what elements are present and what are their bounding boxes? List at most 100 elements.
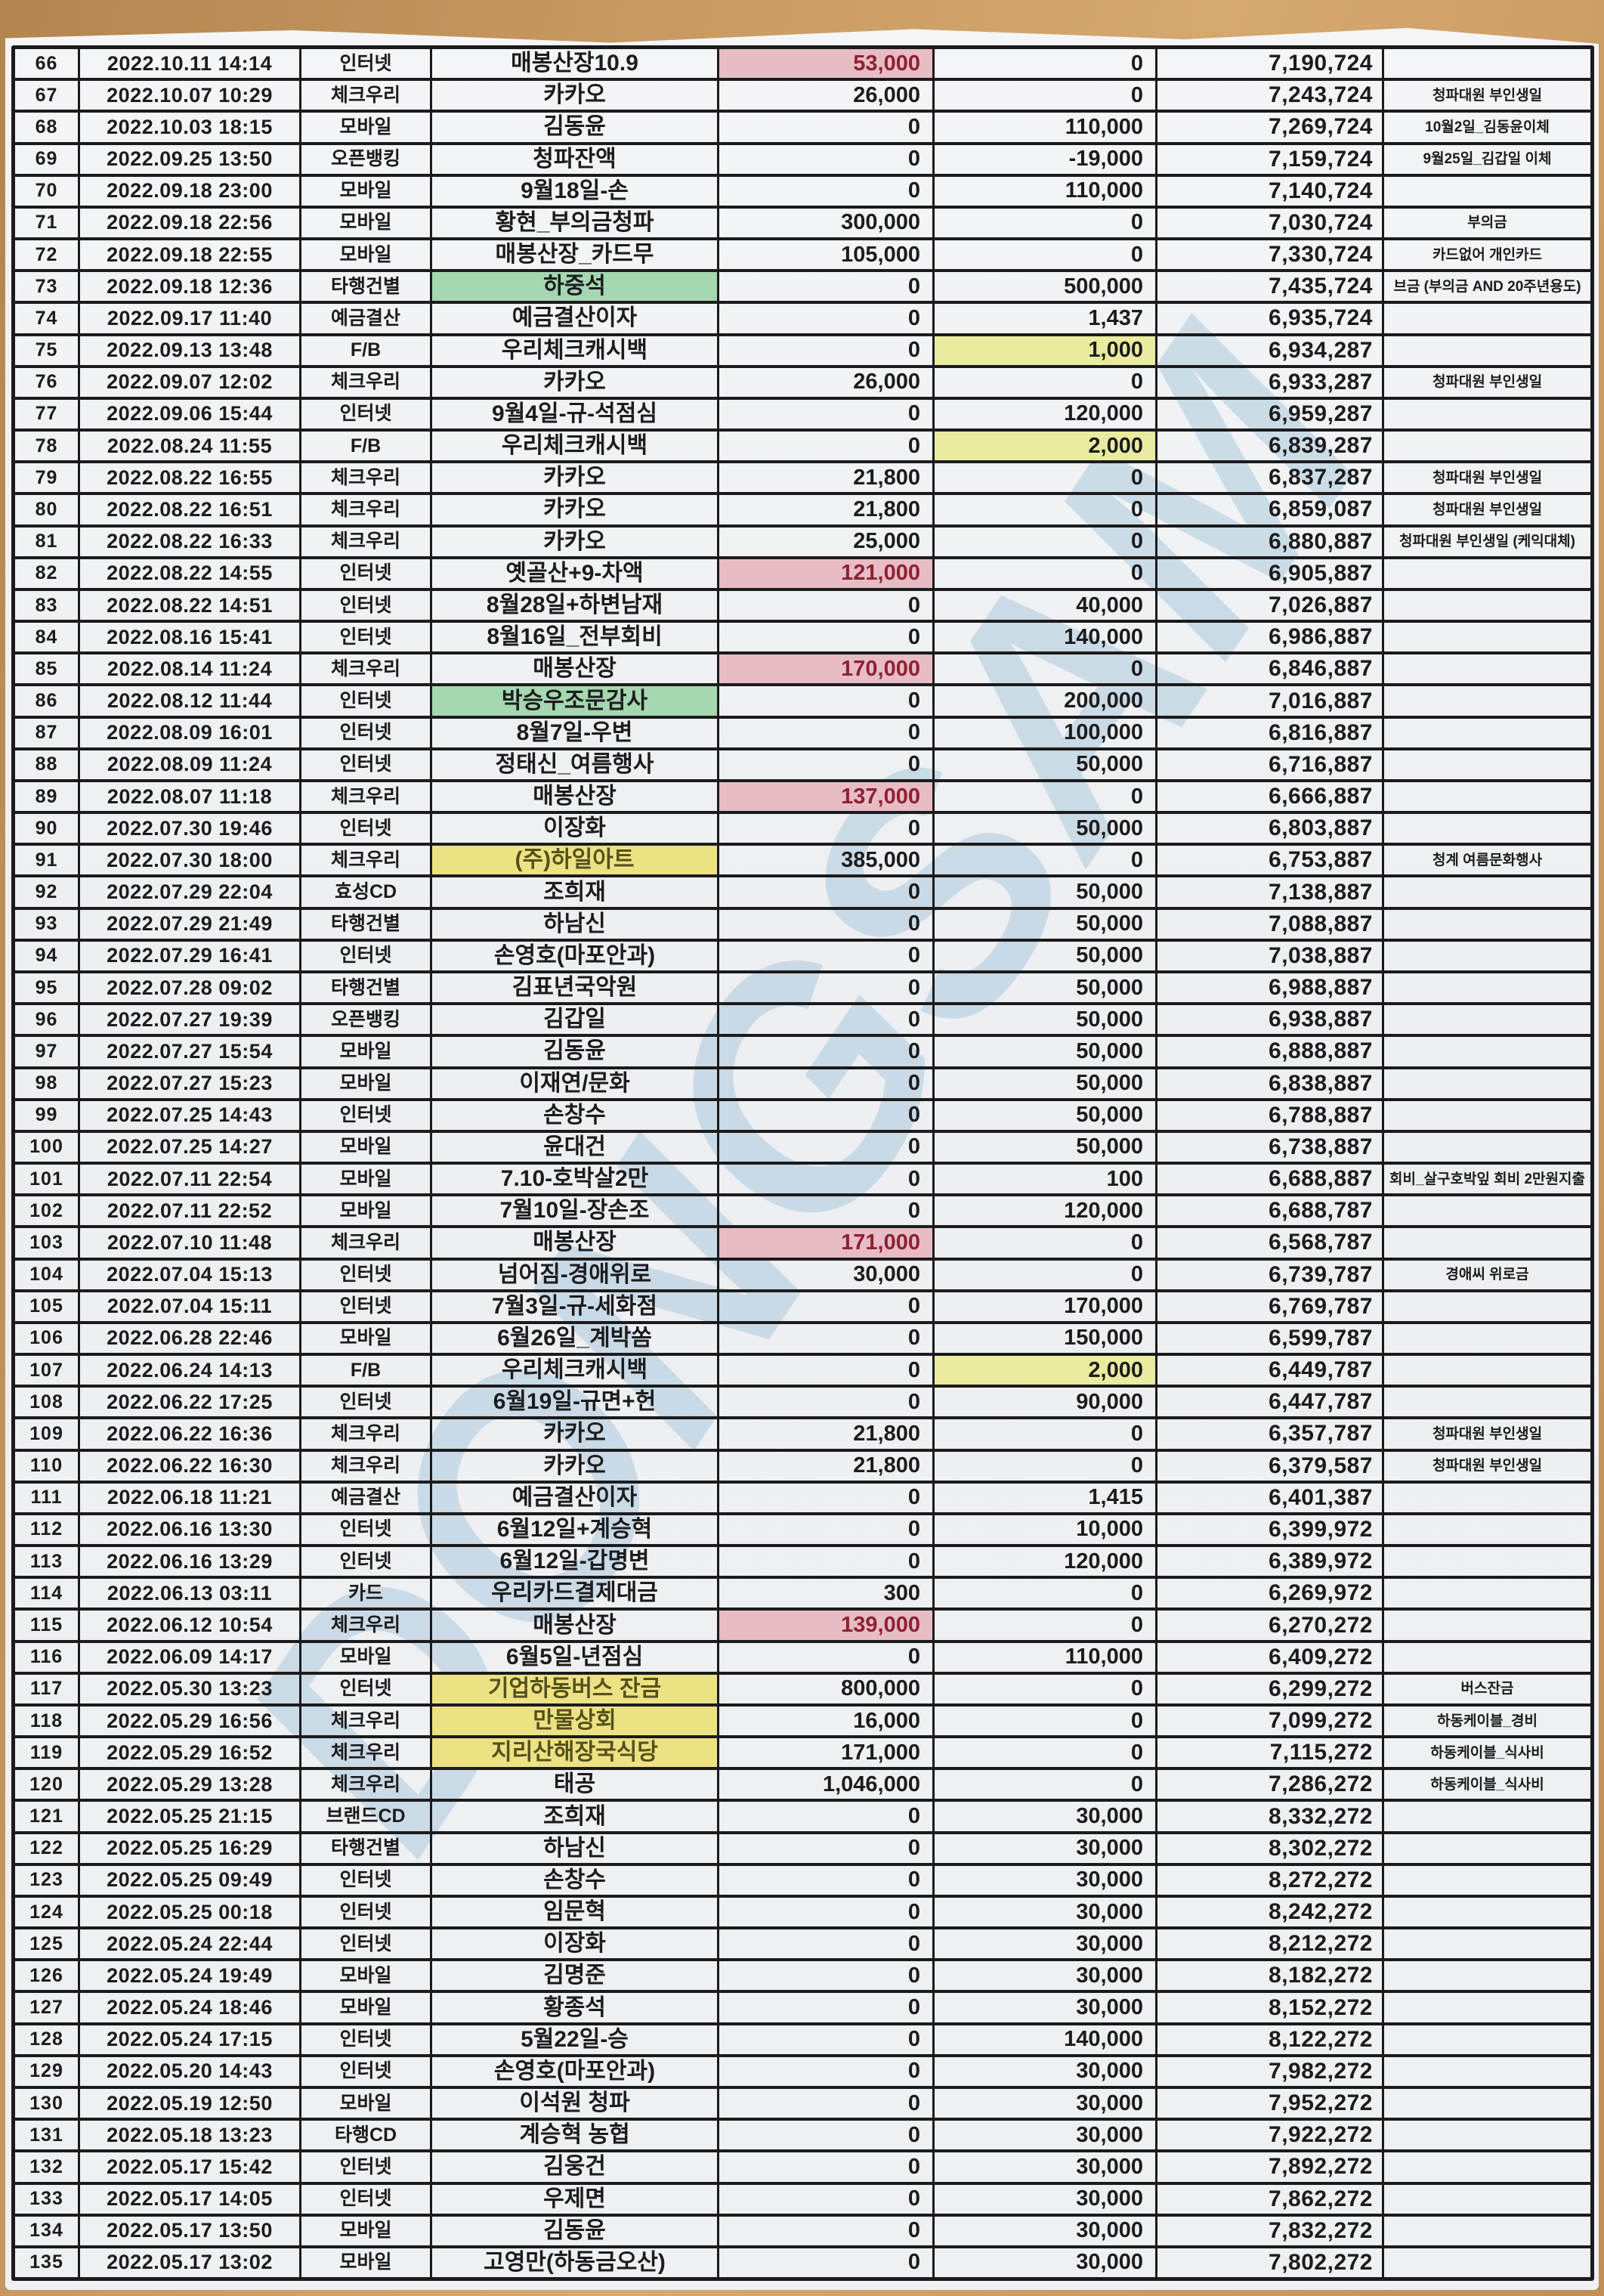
balance-cell: 6,447,787 xyxy=(1157,1388,1384,1417)
balance-cell: 8,332,272 xyxy=(1157,1802,1384,1831)
description-cell: 고영만(하동금오산) xyxy=(432,2248,719,2278)
withdrawal-cell: 0 xyxy=(719,1005,935,1035)
deposit-cell: 140,000 xyxy=(935,623,1157,652)
balance-cell: 6,666,887 xyxy=(1157,781,1384,812)
description-cell: 우리카드결제대금 xyxy=(432,1579,719,1608)
withdrawal-cell: 0 xyxy=(719,1897,935,1927)
description-cell: 이석원 청파 xyxy=(432,2089,719,2118)
channel-cell: F/B xyxy=(301,432,432,461)
description-cell: 매봉산장 xyxy=(432,781,719,812)
table-row: 91 2022.07.30 18:00 체크우리 (주)하일아트 385,000… xyxy=(15,846,1590,878)
note-cell xyxy=(1384,877,1590,906)
channel-cell: 인터넷 xyxy=(301,1100,432,1130)
balance-cell: 6,934,287 xyxy=(1157,336,1384,365)
deposit-cell: 50,000 xyxy=(935,1100,1157,1130)
balance-cell: 6,299,272 xyxy=(1157,1674,1384,1703)
table-row: 86 2022.08.12 11:44 인터넷 박승우조문감사 0 200,00… xyxy=(15,686,1590,719)
description-cell: 손영호(마포안과) xyxy=(432,2056,719,2086)
channel-cell: 체크우리 xyxy=(301,1770,432,1799)
note-cell xyxy=(1384,750,1590,779)
table-row: 82 2022.08.22 14:55 인터넷 옛골산+9-차액 121,000… xyxy=(15,559,1590,591)
withdrawal-cell: 0 xyxy=(719,1132,935,1162)
note-cell: 청파대원 부인생일 xyxy=(1432,1458,1543,1474)
deposit-cell: 0 xyxy=(935,1611,1157,1640)
withdrawal-cell: 0 xyxy=(719,1196,935,1226)
balance-cell: 7,190,724 xyxy=(1157,49,1384,79)
note-cell: 경애씨 위로금 xyxy=(1445,1267,1529,1283)
datetime-cell: 2022.05.29 16:52 xyxy=(80,1738,301,1768)
table-row: 131 2022.05.18 13:23 타행CD 계승혁 농협 0 30,00… xyxy=(15,2121,1590,2153)
withdrawal-cell: 21,800 xyxy=(719,463,935,493)
description-cell: 카카오 xyxy=(432,367,719,397)
row-number-cell: 133 xyxy=(15,2184,80,2214)
withdrawal-cell: 0 xyxy=(719,814,935,843)
note-cell xyxy=(1384,1898,1590,1926)
description-cell: 예금결산이자 xyxy=(432,1483,719,1512)
table-row: 111 2022.06.18 11:21 예금결산 예금결산이자 0 1,415… xyxy=(15,1483,1590,1515)
channel-cell: 인터넷 xyxy=(301,1547,432,1577)
note-cell xyxy=(1384,1611,1590,1639)
table-row: 81 2022.08.22 16:33 체크우리 카카오 25,000 0 6,… xyxy=(15,527,1590,559)
balance-cell: 8,302,272 xyxy=(1157,1833,1384,1863)
channel-cell: 인터넷 xyxy=(301,1292,432,1321)
table-row: 126 2022.05.24 19:49 모바일 김명준 0 30,000 8,… xyxy=(15,1961,1590,1994)
row-number-cell: 88 xyxy=(15,750,80,779)
datetime-cell: 2022.05.30 13:23 xyxy=(80,1674,301,1703)
channel-cell: 인터넷 xyxy=(301,1674,432,1703)
balance-cell: 6,409,272 xyxy=(1157,1642,1384,1672)
channel-cell: 타행CD xyxy=(301,2121,432,2150)
description-cell: 8월7일-우변 xyxy=(432,718,719,747)
note-cell: 9월25일_김갑일 이체 xyxy=(1423,151,1552,168)
withdrawal-cell: 171,000 xyxy=(719,1228,935,1258)
table-row: 96 2022.07.27 19:39 오픈뱅킹 김갑일 0 50,000 6,… xyxy=(15,1005,1590,1038)
row-number-cell: 77 xyxy=(15,399,80,429)
table-row: 93 2022.07.29 21:49 타행건별 하남신 0 50,000 7,… xyxy=(15,909,1590,942)
deposit-cell: 0 xyxy=(935,208,1157,238)
deposit-cell: 30,000 xyxy=(935,1802,1157,1831)
channel-cell: 모바일 xyxy=(301,1132,432,1162)
note-cell xyxy=(1384,1356,1590,1385)
table-row: 117 2022.05.30 13:23 인터넷 기업하동버스 잔금 800,0… xyxy=(15,1674,1590,1707)
deposit-cell: 1,000 xyxy=(935,336,1157,365)
table-row: 83 2022.08.22 14:51 인터넷 8월28일+하변남재 0 40,… xyxy=(15,590,1590,624)
datetime-cell: 2022.06.09 14:17 xyxy=(80,1642,301,1672)
channel-cell: 인터넷 xyxy=(301,1929,432,1959)
balance-cell: 6,389,972 xyxy=(1157,1547,1384,1577)
row-number-cell: 67 xyxy=(15,81,80,110)
withdrawal-cell: 0 xyxy=(719,1165,935,1194)
balance-cell: 7,016,887 xyxy=(1157,686,1384,716)
channel-cell: 인터넷 xyxy=(301,686,432,716)
row-number-cell: 84 xyxy=(15,623,80,652)
row-number-cell: 97 xyxy=(15,1037,80,1066)
datetime-cell: 2022.05.17 13:50 xyxy=(80,2216,301,2245)
channel-cell: 인터넷 xyxy=(301,49,432,79)
row-number-cell: 69 xyxy=(15,144,80,174)
note-cell xyxy=(1384,1866,1590,1895)
note-cell xyxy=(1384,591,1590,620)
row-number-cell: 122 xyxy=(15,1833,80,1863)
note-cell xyxy=(1384,1993,1590,2022)
note-cell: 청파대원 부인생일 xyxy=(1432,1425,1543,1442)
deposit-cell: 200,000 xyxy=(935,686,1157,716)
row-number-cell: 116 xyxy=(15,1642,80,1672)
datetime-cell: 2022.09.18 23:00 xyxy=(80,176,301,206)
withdrawal-cell: 0 xyxy=(719,1323,935,1354)
row-number-cell: 96 xyxy=(15,1005,80,1035)
balance-cell: 7,030,724 xyxy=(1157,208,1384,238)
channel-cell: 모바일 xyxy=(301,2089,432,2118)
datetime-cell: 2022.05.24 22:44 xyxy=(80,1929,301,1959)
withdrawal-cell: 0 xyxy=(719,2025,935,2054)
withdrawal-cell: 0 xyxy=(719,2056,935,2086)
deposit-cell: 40,000 xyxy=(935,590,1157,620)
datetime-cell: 2022.10.03 18:15 xyxy=(80,113,301,142)
note-cell xyxy=(1384,336,1590,365)
deposit-cell: 0 xyxy=(935,1674,1157,1703)
row-number-cell: 107 xyxy=(15,1356,80,1385)
table-row: 132 2022.05.17 15:42 인터넷 김웅건 0 30,000 7,… xyxy=(15,2152,1590,2185)
note-cell: 버스잔금 xyxy=(1460,1681,1514,1697)
description-cell: 우리체크캐시백 xyxy=(432,336,719,365)
row-number-cell: 95 xyxy=(15,973,80,1003)
deposit-cell: 0 xyxy=(935,781,1157,812)
deposit-cell: 0 xyxy=(935,81,1157,110)
table-row: 75 2022.09.13 13:48 F/B 우리체크캐시백 0 1,000 … xyxy=(15,336,1590,368)
